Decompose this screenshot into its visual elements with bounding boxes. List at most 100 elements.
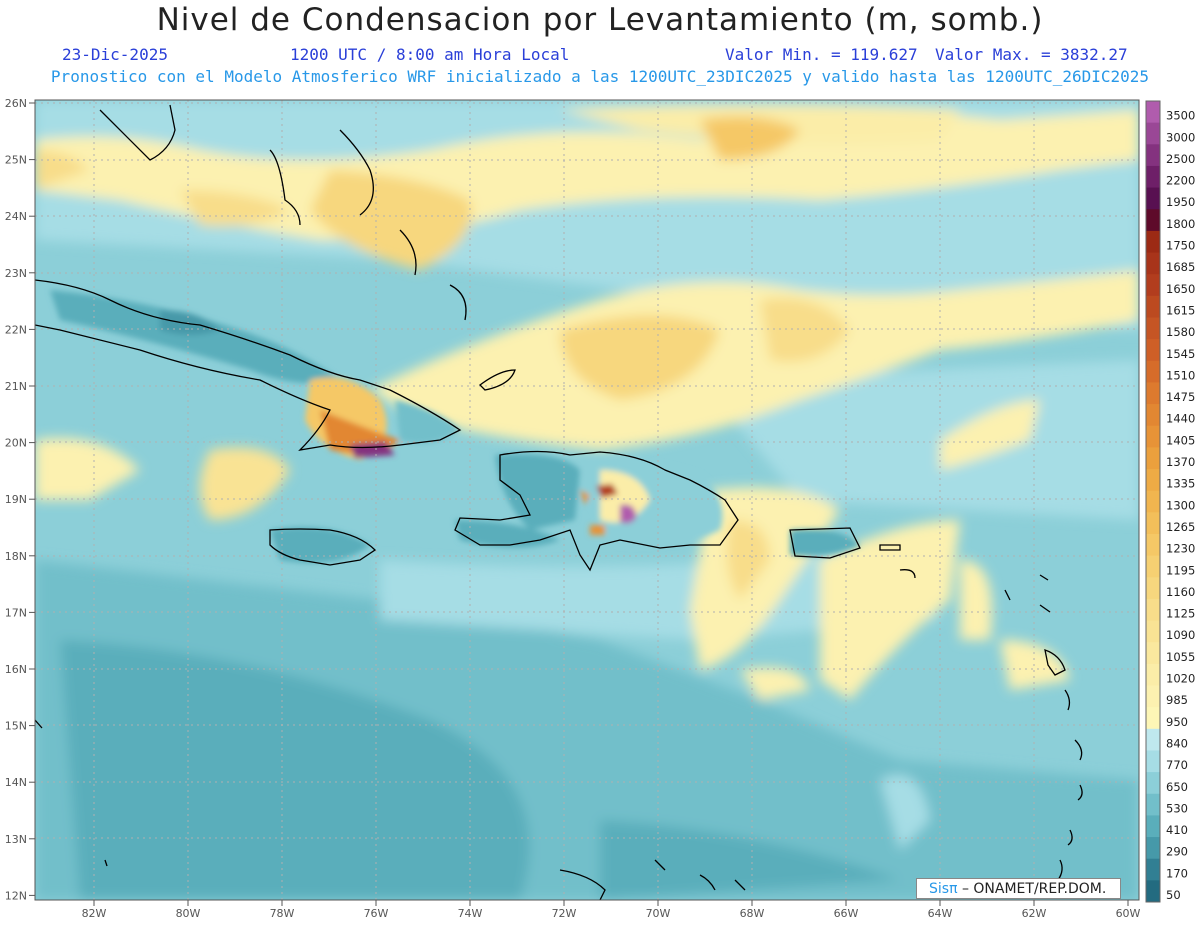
colorbar-label: 650 [1166, 780, 1188, 794]
colorbar-swatch [1146, 512, 1160, 535]
colorbar-label: 1405 [1166, 433, 1195, 447]
colorbar-swatch [1146, 469, 1160, 492]
lon-label: 70W [646, 907, 671, 920]
colorbar-swatch [1146, 533, 1160, 557]
colorbar-swatch [1146, 209, 1160, 232]
colorbar-label: 410 [1166, 823, 1188, 837]
colorbar-swatch [1146, 144, 1160, 167]
lon-label: 80W [176, 907, 201, 920]
colorbar-swatch [1146, 490, 1160, 513]
lat-label: 17N [5, 606, 27, 619]
lat-label: 12N [5, 889, 27, 902]
colorbar-swatch [1146, 793, 1160, 816]
date-label: 23-Dic-2025 [62, 45, 168, 64]
colorbar-swatch [1146, 598, 1160, 622]
colorbar-swatch [1146, 187, 1160, 210]
colorbar-swatch [1146, 750, 1160, 773]
colorbar-label: 3000 [1166, 130, 1195, 144]
latitude-labels: 26N 25N 24N 23N 22N 21N 20N 19N 18N 17N 16N 15N 14N 1… [5, 97, 35, 902]
colorbar-swatch [1146, 447, 1160, 470]
lon-label: 82W [82, 907, 107, 920]
colorbar-swatch [1146, 815, 1160, 838]
colorbar-swatch [1146, 101, 1160, 124]
colorbar-label: 840 [1166, 736, 1188, 750]
colorbar-label: 1370 [1166, 455, 1195, 469]
colorbar-label: 50 [1166, 888, 1181, 902]
colorbar-swatch [1146, 728, 1160, 751]
colorbar-swatch [1146, 339, 1160, 362]
colorbar-label: 1440 [1166, 412, 1195, 426]
colorbar-swatch [1146, 317, 1160, 340]
colorbar-label: 1055 [1166, 650, 1195, 664]
colorbar-label: 2500 [1166, 152, 1195, 166]
colorbar-swatch [1146, 837, 1160, 860]
colorbar-label: 1300 [1166, 498, 1195, 512]
lat-label: 24N [5, 210, 27, 223]
lat-label: 19N [5, 493, 27, 506]
lon-label: 76W [364, 907, 389, 920]
colorbar-swatch [1146, 230, 1160, 254]
lon-label: 68W [740, 907, 765, 920]
colorbar-swatch [1146, 382, 1160, 405]
colorbar-swatch [1146, 642, 1160, 665]
colorbar-label: 950 [1166, 715, 1188, 729]
lon-label: 60W [1116, 907, 1141, 920]
colorbar-swatch [1146, 663, 1160, 687]
colorbar-swatch [1146, 425, 1160, 448]
colorbar-label: 1950 [1166, 195, 1195, 209]
colorbar-swatch [1146, 772, 1160, 795]
map-grid [35, 100, 1139, 900]
colorbar-swatch [1146, 707, 1160, 730]
lon-label: 66W [834, 907, 859, 920]
colorbar-swatch [1146, 252, 1160, 275]
colorbar-label: 1685 [1166, 260, 1195, 274]
value-max: Valor Max. = 3832.27 [935, 45, 1128, 64]
longitude-labels: 82W 80W 78W 76W 74W 72W 70W 68W 66W 64W 62W 60W [82, 900, 1141, 920]
colorbar-label: 1545 [1166, 347, 1195, 361]
lat-label: 14N [5, 776, 27, 789]
shaded-field [35, 100, 1139, 900]
lon-label: 62W [1022, 907, 1047, 920]
colorbar-label: 1090 [1166, 628, 1195, 642]
time-label: 1200 UTC / 8:00 am Hora Local [290, 45, 570, 64]
page-title: Nivel de Condensacion por Levantamiento … [156, 2, 1044, 38]
colorbar-label: 530 [1166, 801, 1188, 815]
colorbar-swatch [1146, 274, 1160, 297]
lat-label: 13N [5, 833, 27, 846]
colorbar-swatch [1146, 858, 1160, 881]
colorbar-border [1145, 100, 1161, 903]
colorbar-swatch [1146, 295, 1160, 318]
credit-box: Sisπ – ONAMET/REP.DOM. [916, 878, 1121, 899]
colorbar: 3500 3000 2500 2200 1950 1800 1750 1685 1650 1615… [1145, 100, 1195, 903]
lat-label: 26N [5, 97, 27, 110]
colorbar-label: 985 [1166, 693, 1188, 707]
colorbar-swatch [1146, 122, 1160, 145]
sispi-logo: Sisπ [929, 881, 958, 897]
forecast-label: Pronostico con el Modelo Atmosferico WRF… [50, 67, 1150, 86]
colorbar-label: 1020 [1166, 672, 1195, 686]
coastlines [35, 104, 1083, 900]
lon-label: 72W [552, 907, 577, 920]
lat-label: 16N [5, 663, 27, 676]
colorbar-label: 290 [1166, 845, 1188, 859]
colorbar-label: 1750 [1166, 239, 1195, 253]
colorbar-label: 770 [1166, 758, 1188, 772]
colorbar-swatch [1146, 685, 1160, 708]
colorbar-label: 1475 [1166, 390, 1195, 404]
colorbar-label: 1125 [1166, 607, 1195, 621]
lat-label: 18N [5, 550, 27, 563]
lon-label: 74W [458, 907, 483, 920]
value-min: Valor Min. = 119.627 [725, 45, 918, 64]
colorbar-label: 1800 [1166, 217, 1195, 231]
colorbar-label: 1230 [1166, 542, 1195, 556]
colorbar-swatch [1146, 555, 1160, 578]
lat-label: 15N [5, 720, 27, 733]
lat-label: 21N [5, 380, 27, 393]
colorbar-label: 1580 [1166, 325, 1195, 339]
lon-label: 78W [270, 907, 295, 920]
colorbar-label: 170 [1166, 866, 1188, 880]
lon-label: 64W [928, 907, 953, 920]
colorbar-swatch [1146, 404, 1160, 427]
colorbar-label: 1650 [1166, 282, 1195, 296]
